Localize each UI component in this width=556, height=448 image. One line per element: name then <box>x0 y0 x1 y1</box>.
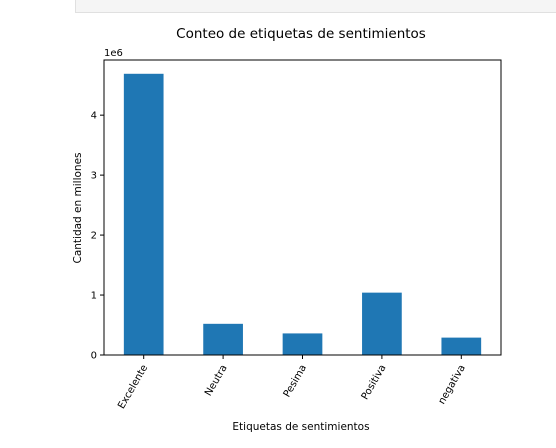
bar-neutra <box>203 323 243 355</box>
chart-title: Conteo de etiquetas de sentimientos <box>176 26 426 42</box>
y-offset-label: 1e6 <box>104 48 123 59</box>
x-axis: Excelente Neutra Pesima Positiva negativa <box>116 355 468 411</box>
y-tick-label: 2 <box>91 231 97 242</box>
x-tick-label: Neutra <box>203 363 230 398</box>
x-axis-label: Etiquetas de sentimientos <box>232 421 369 433</box>
y-axis-label: Cantidad en millones <box>72 153 84 264</box>
y-tick-label: 4 <box>91 111 97 122</box>
x-tick-label: Positiva <box>360 363 389 402</box>
notebook-cell-border <box>75 0 556 13</box>
bar-pesima <box>282 333 323 355</box>
y-tick-label: 1 <box>91 291 97 302</box>
plot-frame <box>103 59 502 356</box>
bars-group <box>123 73 482 355</box>
y-axis: 0 1 2 3 4 <box>91 111 104 362</box>
y-tick-label: 3 <box>91 171 97 182</box>
y-tick-label: 0 <box>91 351 97 362</box>
bar-positiva <box>362 292 402 355</box>
bar-negativa <box>441 337 482 355</box>
bar-excelente <box>123 73 164 355</box>
x-tick-label: Pesima <box>282 363 309 399</box>
x-tick-label: negativa <box>437 363 468 406</box>
x-tick-label: Excelente <box>116 363 150 411</box>
